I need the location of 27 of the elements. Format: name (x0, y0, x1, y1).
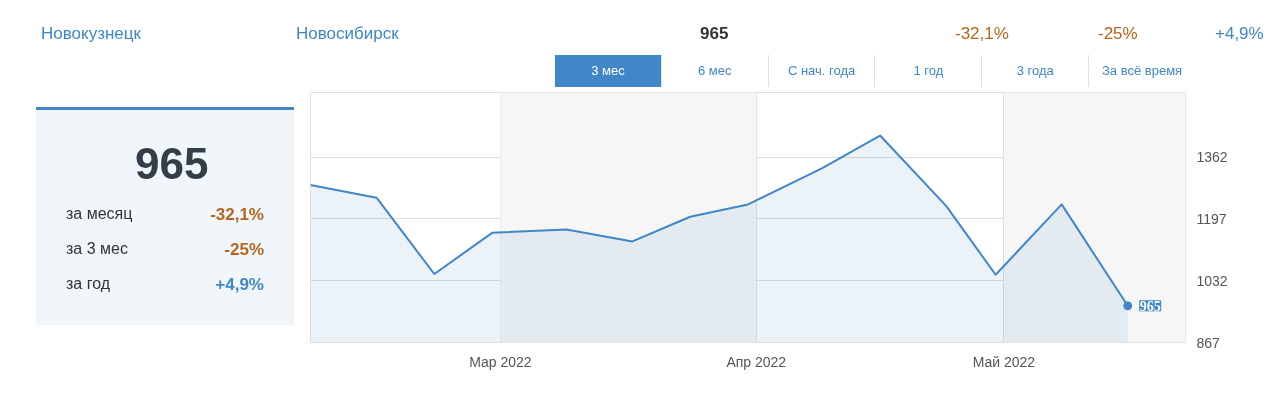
text: +4,9% (1215, 23, 1264, 45)
text: -25% (1098, 23, 1138, 45)
data-label: 965 (1139, 298, 1161, 314)
x-tick-label: Мар 2022 (469, 353, 532, 370)
y-tick-label: 1197 (1196, 211, 1227, 227)
text: -25% (224, 239, 264, 261)
text: за месяц (66, 204, 133, 224)
text: 1 год (874, 55, 982, 87)
text: 3 мес (555, 55, 661, 87)
text: +4,9% (215, 274, 264, 296)
text: за 3 мес (66, 239, 128, 259)
text: Новокузнецк (41, 23, 141, 45)
text: -32,1% (210, 204, 264, 226)
text: 965 (700, 23, 729, 45)
x-tick-label: Май 2022 (972, 353, 1036, 370)
x-tick-label: Апр 2022 (726, 353, 787, 370)
text: -32,1% (955, 23, 1009, 45)
text: За всё время (1088, 55, 1195, 87)
y-tick-label: 1362 (1196, 149, 1228, 166)
text: Новосибирск (296, 23, 399, 45)
text: за год (66, 274, 111, 294)
y-tick-label: 1032 (1196, 272, 1228, 289)
text: 3 года (981, 55, 1089, 87)
y-tick-label: 867 (1196, 334, 1221, 351)
text: 965 (135, 138, 209, 190)
text: 6 мес (660, 55, 768, 87)
text: С нач. года (767, 55, 875, 87)
